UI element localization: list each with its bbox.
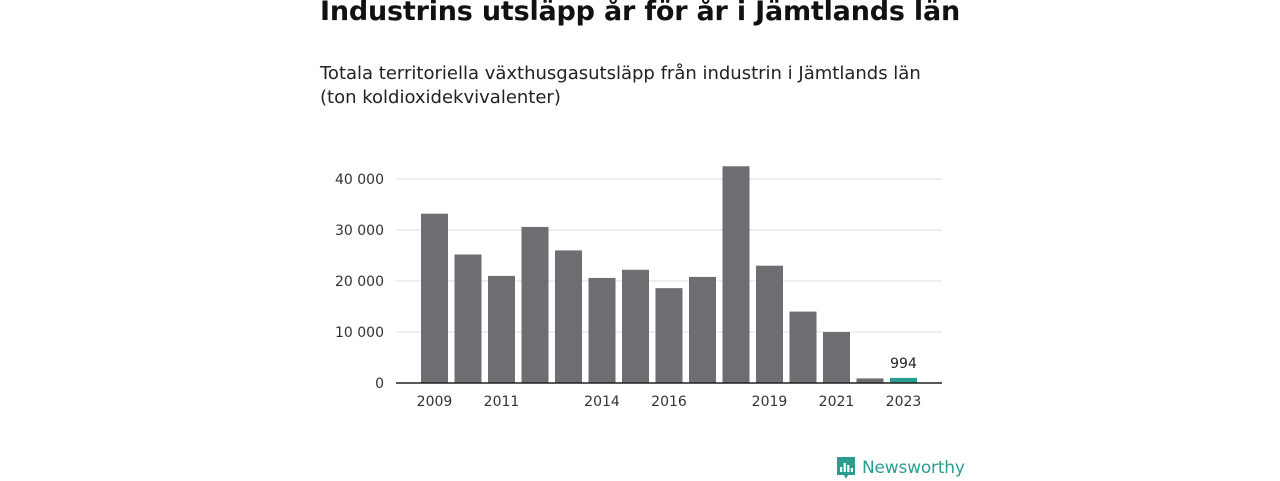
y-tick-label: 0 xyxy=(375,376,384,392)
x-tick-label: 2023 xyxy=(886,394,922,410)
bar-2013 xyxy=(555,250,582,383)
newsworthy-logo-icon xyxy=(837,457,855,479)
y-tick-label: 30 000 xyxy=(335,223,384,239)
x-tick-label: 2009 xyxy=(417,394,453,410)
bar-2018 xyxy=(722,166,750,383)
data-label-2023: 994 xyxy=(890,356,917,372)
x-tick-label: 2011 xyxy=(484,394,520,410)
brand-logo: Newsworthy xyxy=(836,455,965,481)
chart-subtitle: Totala territoriella växthusgasutsläpp f… xyxy=(320,63,921,108)
chart-title: Industrins utsläpp år för år i Jämtlands… xyxy=(320,0,961,27)
bar-2012 xyxy=(521,226,549,383)
brand-name: Newsworthy xyxy=(862,458,965,478)
y-tick-label: 20 000 xyxy=(335,274,384,290)
bar-2021 xyxy=(823,332,850,383)
bar-2015 xyxy=(622,269,649,383)
y-axis-labels: 0 10 000 20 000 30 000 40 000 xyxy=(335,172,384,392)
bar-2017 xyxy=(689,276,716,383)
bars xyxy=(421,166,917,383)
x-tick-label: 2016 xyxy=(651,394,687,410)
y-tick-label: 10 000 xyxy=(335,325,384,341)
x-axis-labels: 2009 2011 2014 2016 2019 2021 2023 xyxy=(417,394,922,410)
bar-2010 xyxy=(454,254,482,383)
bar-2022 xyxy=(856,378,884,383)
x-tick-label: 2014 xyxy=(584,394,620,410)
y-tick-label: 40 000 xyxy=(335,172,384,188)
annotations: 994 xyxy=(890,356,917,372)
bar-2023 xyxy=(890,377,917,383)
x-tick-label: 2021 xyxy=(819,394,855,410)
bar-2011 xyxy=(488,275,515,383)
bar-2009 xyxy=(421,213,448,383)
x-tick-label: 2019 xyxy=(752,394,788,410)
bar-2020 xyxy=(789,311,817,383)
bar-2014 xyxy=(588,277,616,383)
bar-2019 xyxy=(756,265,783,383)
bar-2016 xyxy=(655,288,683,383)
